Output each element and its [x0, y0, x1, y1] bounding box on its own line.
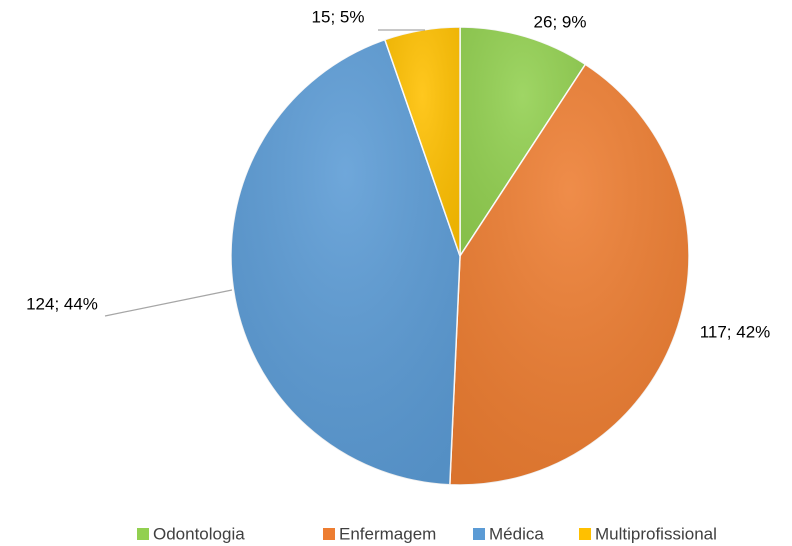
legend-label: Multiprofissional [595, 524, 717, 543]
legend-swatch [579, 528, 591, 540]
legend-label: Odontologia [153, 524, 245, 543]
legend-swatch [137, 528, 149, 540]
data-label: 26; 9% [534, 12, 587, 31]
legend-label: Médica [489, 524, 544, 543]
pie [230, 26, 690, 486]
data-labels: 26; 9% 117; 42% 124; 44% 15; 5% [26, 7, 770, 341]
slice-shade [384, 27, 460, 256]
data-label: 117; 42% [700, 322, 771, 341]
slice-shade [460, 27, 586, 256]
data-label: 15; 5% [312, 7, 365, 26]
leader-line [104, 289, 233, 317]
data-label: 124; 44% [26, 294, 98, 313]
slice-shade [231, 39, 460, 485]
slice-shade [449, 64, 689, 486]
legend-swatch [473, 528, 485, 540]
legend-label: Enfermagem [339, 524, 436, 543]
legend: Odontologia Enfermagem Médica Multiprofissi… [137, 524, 717, 543]
legend-swatch [323, 528, 335, 540]
